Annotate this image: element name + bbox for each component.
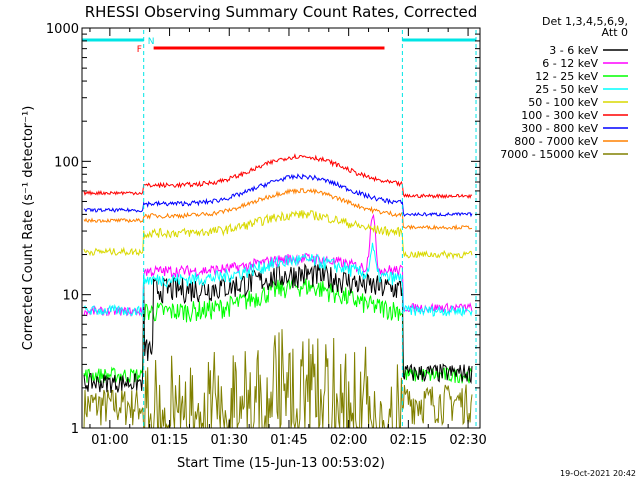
series-line-4 <box>83 242 473 318</box>
y-tick-label: 10 <box>62 289 79 304</box>
chart-title: RHESSI Observing Summary Count Rates, Co… <box>85 3 478 21</box>
legend-header-line-2: Att 0 <box>602 26 628 39</box>
series-line-8 <box>83 187 473 231</box>
legend-header-line-1: Det 1,3,4,5,6,9, <box>542 15 628 28</box>
y-tick-label: 100 <box>54 155 79 170</box>
x-axis-label: Start Time (15-Jun-13 00:53:02) <box>177 456 385 471</box>
y-tick-label: 1 <box>71 422 79 437</box>
series-line-5 <box>83 209 473 260</box>
legend-label-3: 12 - 25 keV <box>535 70 598 83</box>
series-line-6 <box>83 153 473 200</box>
flag-n-label: N <box>148 37 155 47</box>
x-tick-label: 02:30 <box>449 433 486 448</box>
legend-label-6: 100 - 300 keV <box>521 109 598 122</box>
x-tick-label: 02:00 <box>330 433 367 448</box>
x-tick-label: 02:15 <box>390 433 427 448</box>
y-tick-label: 1000 <box>46 22 79 37</box>
x-tick-label: 01:30 <box>211 433 248 448</box>
legend-label-5: 50 - 100 keV <box>528 96 598 109</box>
x-tick-label: 01:45 <box>270 433 307 448</box>
x-tick-label: 01:00 <box>91 433 128 448</box>
series-line-7 <box>83 173 473 218</box>
legend-label-2: 6 - 12 keV <box>542 57 598 70</box>
legend-label-1: 3 - 6 keV <box>549 44 598 57</box>
timestamp: 19-Oct-2021 20:42 <box>560 469 636 478</box>
flag-f-label: F <box>137 45 142 55</box>
x-tick-label: 01:15 <box>151 433 188 448</box>
y-axis-label: Corrected Count Rate (s⁻¹ detector⁻¹) <box>21 106 36 351</box>
axes: NF 01:00 01:15 01:30 01:45 02:00 02:15 02:30 1 10… <box>46 22 487 448</box>
legend-label-9: 7000 - 15000 keV <box>500 148 598 161</box>
series-line-9 <box>83 329 473 428</box>
plot-area <box>82 30 477 428</box>
legend-label-4: 25 - 50 keV <box>535 83 598 96</box>
plot-frame <box>81 27 481 429</box>
legend-label-7: 300 - 800 keV <box>521 122 598 135</box>
legend-label-8: 800 - 7000 keV <box>514 135 598 148</box>
